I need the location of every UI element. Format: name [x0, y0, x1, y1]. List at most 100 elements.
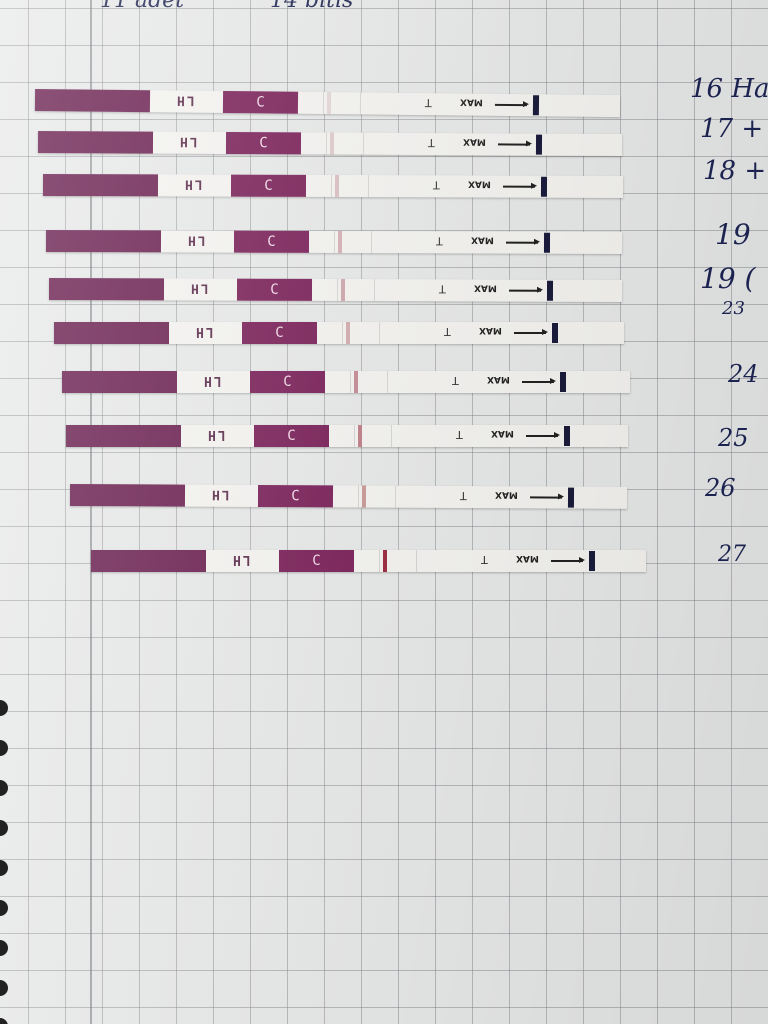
test-line — [326, 92, 332, 115]
strip-window — [336, 279, 339, 302]
strip-handle — [45, 230, 162, 253]
test-line — [383, 550, 387, 572]
strip-window — [387, 371, 388, 393]
strip-window — [333, 231, 336, 254]
strip-handle — [42, 174, 159, 197]
max-bar — [546, 280, 554, 301]
max-bar — [532, 95, 540, 116]
max-bar — [535, 134, 543, 155]
strip-date: 27 — [718, 542, 746, 567]
margin-line — [90, 0, 92, 1024]
dip-arrow — [522, 378, 556, 384]
dip-arrow — [551, 557, 585, 563]
strip-date: 17 + — [700, 114, 764, 144]
strip-window — [370, 231, 373, 254]
strip-date: 25 — [718, 424, 749, 452]
test-line — [340, 279, 346, 302]
dip-arrow — [494, 103, 527, 106]
strip-handle — [37, 131, 154, 154]
test-strip: LH C T MAX — [48, 278, 623, 303]
max-mark: MAX — [459, 96, 483, 107]
strip-window — [379, 550, 380, 572]
spiral-hole — [0, 900, 8, 916]
strip-brand: LH — [202, 373, 222, 388]
spiral-hole — [0, 700, 8, 716]
test-mark: T — [424, 96, 432, 110]
control-band: C — [222, 90, 299, 114]
max-mark: MAX — [491, 428, 514, 438]
strip-window — [330, 175, 333, 198]
control-band: C — [242, 322, 317, 344]
strip-window — [379, 322, 380, 344]
spiral-hole — [0, 940, 8, 956]
max-mark: MAX — [479, 325, 502, 335]
dip-arrow — [514, 329, 548, 335]
strip-date: 23 — [722, 298, 745, 319]
spiral-hole — [0, 740, 8, 756]
max-bar — [567, 487, 575, 508]
strip-brand: LH — [194, 324, 214, 339]
test-strip: LH C T MAX — [69, 484, 628, 509]
test-mark: T — [456, 428, 463, 441]
strip-window — [416, 550, 417, 572]
control-band: C — [254, 425, 329, 447]
strip-date: 24 — [728, 360, 759, 388]
max-bar — [560, 372, 566, 392]
test-mark: T — [432, 178, 440, 192]
strip-handle — [66, 425, 181, 447]
strip-brand: LH — [231, 552, 251, 567]
strip-handle — [48, 278, 165, 301]
test-strip: LH C T MAX — [66, 425, 628, 447]
strip-date: 16 Ha — [690, 74, 768, 104]
spiral-hole — [0, 1018, 8, 1024]
test-line — [337, 231, 343, 254]
strip-brand: LH — [174, 92, 195, 108]
strip-brand: LH — [177, 133, 198, 149]
test-mark: T — [444, 325, 451, 338]
test-line — [361, 485, 367, 508]
strip-window — [391, 425, 392, 447]
max-mark: MAX — [516, 553, 539, 563]
dip-arrow — [502, 185, 536, 188]
strip-window — [342, 322, 343, 344]
test-mark: T — [452, 374, 459, 387]
control-band: C — [250, 371, 325, 393]
test-strip: LH C T MAX — [34, 89, 621, 118]
strip-brand: LH — [185, 232, 206, 248]
strip-window — [325, 132, 328, 155]
strip-window — [357, 485, 360, 508]
strip-date: 18 + — [703, 156, 767, 186]
strip-window — [394, 485, 397, 508]
dip-arrow — [526, 432, 560, 438]
max-mark: MAX — [467, 178, 491, 189]
control-band: C — [279, 550, 354, 572]
dip-arrow — [497, 143, 530, 146]
spiral-hole — [0, 820, 8, 836]
max-bar — [589, 551, 595, 571]
dip-arrow — [529, 496, 562, 499]
strip-handle — [34, 89, 151, 113]
test-mark: T — [438, 282, 446, 296]
test-strip: LH C T MAX — [62, 371, 630, 393]
max-mark: MAX — [473, 282, 497, 293]
strip-window — [350, 371, 351, 393]
max-mark: MAX — [462, 136, 486, 147]
strip-handle — [91, 550, 206, 572]
test-line — [354, 371, 358, 393]
test-line — [334, 175, 340, 198]
max-mark: MAX — [494, 489, 518, 500]
max-bar — [552, 323, 558, 343]
strip-date: 26 — [705, 474, 736, 502]
strip-handle — [69, 484, 186, 507]
spiral-hole — [0, 780, 8, 796]
test-mark: T — [427, 136, 435, 150]
max-bar — [564, 426, 570, 446]
max-bar — [543, 232, 551, 253]
strip-brand: LH — [206, 427, 226, 442]
strip-window — [373, 279, 376, 302]
max-mark: MAX — [470, 234, 494, 245]
max-bar — [540, 176, 548, 197]
strip-window — [359, 92, 362, 115]
strip-date: 19 ( — [700, 262, 756, 295]
